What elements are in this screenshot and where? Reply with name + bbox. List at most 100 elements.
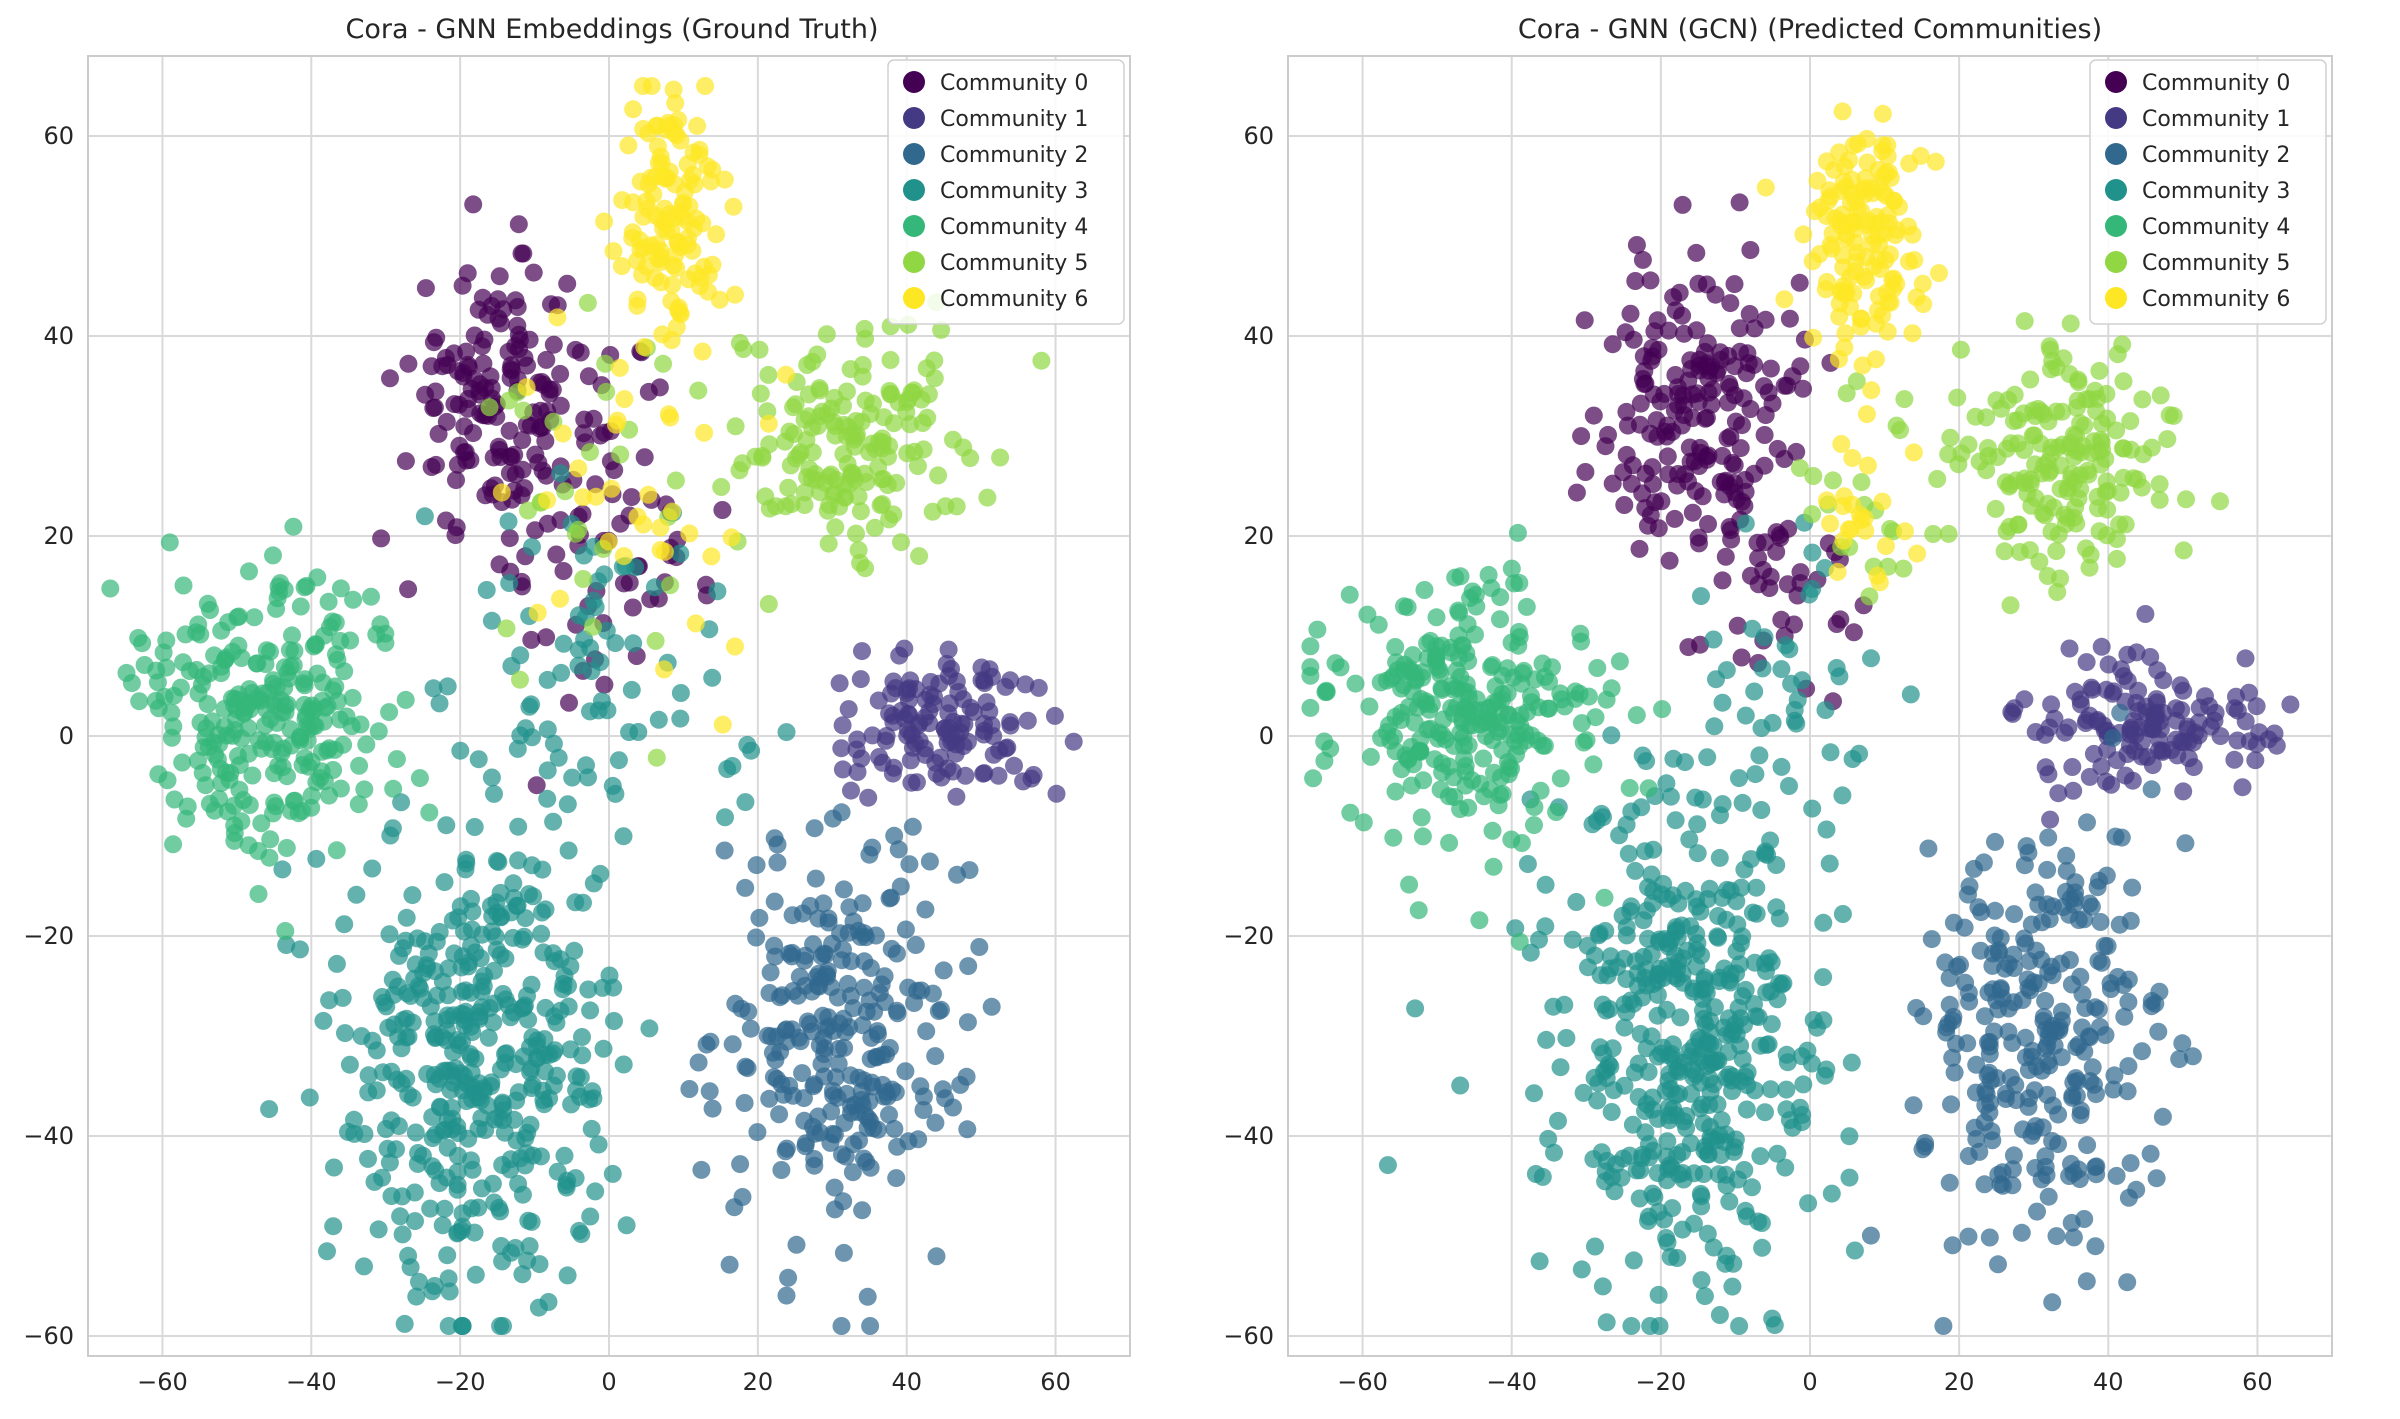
scatter-point-community-5 — [2001, 475, 2019, 494]
scatter-point-community-0 — [499, 342, 518, 361]
scatter-point-community-4 — [261, 830, 280, 849]
scatter-point-community-3 — [1650, 965, 1668, 984]
scatter-point-community-2 — [2087, 1165, 2106, 1184]
scatter-point-community-0 — [1775, 376, 1794, 395]
scatter-point-community-5 — [1977, 461, 1996, 480]
scatter-point-community-3 — [1717, 661, 1736, 680]
scatter-point-community-3 — [383, 970, 402, 989]
scatter-point-community-3 — [1788, 691, 1807, 709]
legend-entry: Community 6 — [2142, 287, 2290, 312]
scatter-point-community-3 — [365, 1172, 384, 1191]
scatter-point-community-4 — [1456, 762, 1475, 781]
scatter-point-community-1 — [2236, 712, 2255, 731]
scatter-point-community-4 — [272, 691, 291, 710]
scatter-point-community-4 — [1372, 728, 1391, 747]
scatter-point-community-3 — [1768, 1144, 1787, 1163]
scatter-point-community-4 — [265, 764, 283, 783]
scatter-point-community-3 — [1537, 1030, 1556, 1049]
scatter-point-community-0 — [509, 215, 528, 234]
scatter-point-community-4 — [281, 720, 300, 739]
scatter-point-community-1 — [1005, 756, 1023, 775]
scatter-point-community-2 — [1960, 877, 1979, 896]
scatter-point-community-5 — [954, 438, 973, 457]
scatter-point-community-3 — [649, 710, 668, 729]
scatter-point-community-6 — [1775, 290, 1794, 309]
scatter-point-community-6 — [662, 331, 681, 350]
scatter-point-community-3 — [508, 739, 527, 758]
scatter-point-community-3 — [448, 1180, 467, 1199]
scatter-point-community-2 — [862, 1073, 881, 1092]
scatter-point-community-3 — [559, 841, 578, 860]
scatter-point-community-6 — [517, 378, 536, 397]
scatter-point-community-5 — [1824, 471, 1842, 490]
scatter-point-community-4 — [326, 677, 345, 696]
scatter-point-community-3 — [403, 1088, 422, 1107]
legend-entry: Community 5 — [940, 251, 1088, 276]
scatter-point-community-6 — [1857, 405, 1876, 424]
scatter-point-community-3 — [1633, 746, 1652, 765]
scatter-point-community-5 — [908, 457, 927, 476]
scatter-point-community-2 — [2043, 1293, 2062, 1312]
scatter-point-community-3 — [397, 908, 416, 927]
scatter-point-community-2 — [1989, 1165, 2008, 1184]
scatter-point-community-0 — [500, 529, 519, 548]
scatter-point-community-2 — [885, 826, 904, 845]
scatter-point-community-4 — [371, 615, 390, 634]
scatter-point-community-0 — [551, 396, 570, 415]
scatter-point-community-5 — [2020, 541, 2039, 560]
scatter-point-community-2 — [772, 1161, 791, 1179]
scatter-point-community-3 — [1586, 946, 1604, 965]
scatter-point-community-6 — [1899, 217, 1918, 236]
scatter-point-community-4 — [1566, 682, 1585, 701]
scatter-point-community-3 — [1723, 1277, 1742, 1296]
scatter-point-community-2 — [857, 1152, 876, 1171]
scatter-point-community-2 — [2105, 1066, 2124, 1085]
scatter-point-community-4 — [1377, 671, 1396, 690]
scatter-point-community-1 — [2040, 718, 2059, 737]
scatter-point-community-6 — [1804, 328, 1823, 347]
scatter-point-community-2 — [764, 1068, 783, 1087]
x-tick-label: 60 — [2242, 1368, 2273, 1396]
scatter-point-community-0 — [1668, 476, 1687, 495]
scatter-point-community-0 — [1702, 395, 1721, 414]
scatter-point-community-4 — [162, 728, 181, 747]
scatter-point-community-6 — [1834, 258, 1853, 277]
scatter-point-community-2 — [2104, 1080, 2123, 1099]
y-tick-label: −60 — [23, 1322, 74, 1350]
scatter-point-community-3 — [1676, 753, 1694, 772]
scatter-point-community-3 — [1694, 1001, 1712, 1020]
scatter-point-community-1 — [2127, 643, 2146, 662]
scatter-point-community-2 — [927, 1247, 946, 1266]
scatter-point-community-0 — [1649, 519, 1668, 538]
scatter-point-community-0 — [554, 562, 573, 580]
scatter-point-community-4 — [1610, 652, 1629, 671]
scatter-point-community-4 — [325, 740, 344, 759]
scatter-point-community-2 — [900, 855, 919, 874]
scatter-point-community-3 — [1650, 1317, 1669, 1335]
scatter-point-community-0 — [502, 361, 521, 380]
scatter-point-community-4 — [247, 654, 266, 673]
scatter-point-community-3 — [407, 1287, 426, 1306]
scatter-point-community-2 — [866, 926, 885, 945]
scatter-point-community-2 — [2096, 1026, 2115, 1045]
scatter-point-community-1 — [833, 760, 852, 779]
scatter-point-community-5 — [1891, 421, 1909, 440]
scatter-point-community-3 — [403, 886, 422, 905]
scatter-point-community-6 — [608, 411, 627, 430]
scatter-point-community-0 — [713, 501, 732, 519]
scatter-point-community-2 — [2043, 1132, 2062, 1150]
scatter-point-community-0 — [437, 412, 456, 431]
x-tick-label: −40 — [286, 1368, 337, 1396]
scatter-point-community-4 — [1551, 769, 1570, 788]
scatter-point-community-5 — [795, 483, 814, 502]
scatter-point-community-3 — [1642, 945, 1661, 964]
scatter-point-community-0 — [537, 628, 556, 647]
scatter-point-community-2 — [2003, 1160, 2022, 1179]
scatter-point-community-3 — [551, 464, 570, 483]
scatter-point-community-3 — [314, 1011, 333, 1030]
scatter-point-community-4 — [1502, 559, 1521, 578]
scatter-point-community-6 — [1930, 264, 1948, 283]
scatter-point-community-3 — [437, 816, 456, 835]
scatter-point-community-5 — [2038, 494, 2057, 513]
scatter-point-community-4 — [1403, 682, 1422, 701]
